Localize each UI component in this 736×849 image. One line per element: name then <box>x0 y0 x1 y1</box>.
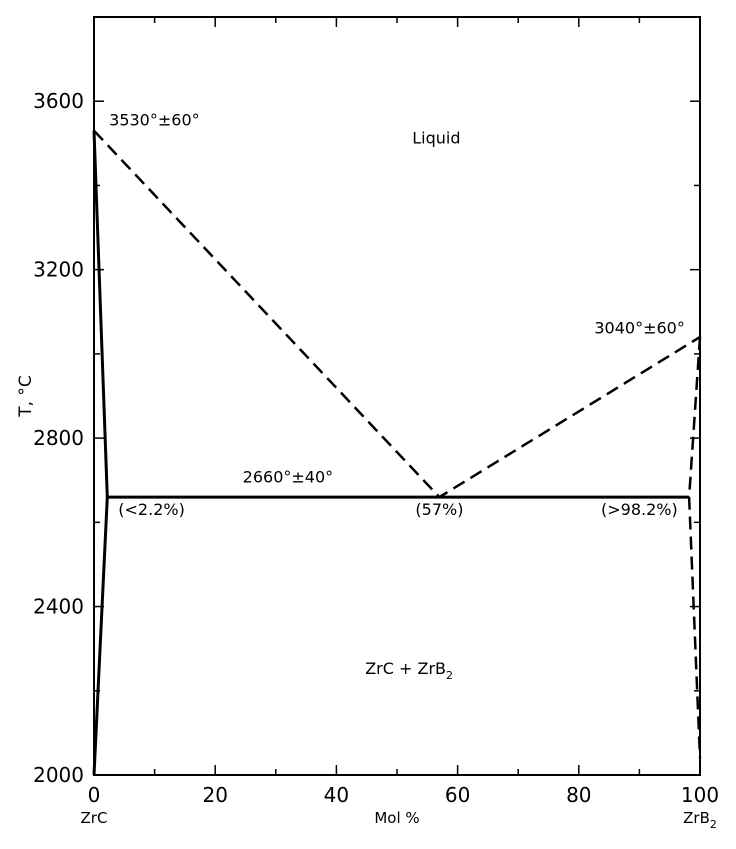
x-end-label-left: ZrC <box>81 809 108 827</box>
x-tick-label: 80 <box>566 783 591 807</box>
annotations: Liquid 3530°±60° 3040°±60° 2660°±40° (<2.2%)… <box>109 111 685 682</box>
x-end-label-right: ZrB2 <box>683 809 717 831</box>
annotation-right-solubility: (>98.2%) <box>601 500 678 519</box>
annotation-two-phase: ZrC + ZrB2 <box>365 659 453 682</box>
y-tick-label: 2400 <box>33 595 84 619</box>
tick-labels: 0 20 40 60 80 100 2000 2400 2800 3200 3600 <box>33 89 719 807</box>
x-tick-label: 100 <box>681 783 719 807</box>
solid-phase-boundary-line <box>92 130 109 776</box>
annotation-left-solubility: (<2.2%) <box>118 500 185 519</box>
x-tick-label: 0 <box>88 783 101 807</box>
x-tick-label: 60 <box>445 783 470 807</box>
series-lines <box>92 129 702 776</box>
liquidus-dashed-line <box>93 129 701 499</box>
annotation-liquid: Liquid <box>412 128 460 147</box>
x-tick-label: 20 <box>202 783 227 807</box>
annotation-zrb2-melt: 3040°±60° <box>594 318 684 337</box>
y-tick-label: 2000 <box>33 763 84 787</box>
y-tick-label: 3200 <box>33 258 84 282</box>
y-tick-label: 2800 <box>33 426 84 450</box>
x-tick-label: 40 <box>324 783 349 807</box>
annotation-eutectic-temp: 2660°±40° <box>243 467 333 486</box>
x-axis-title: Mol % <box>374 809 419 827</box>
liquidus-dashed-line <box>687 336 702 759</box>
annotation-eutectic-comp: (57%) <box>415 500 463 519</box>
annotation-zrc-melt: 3530°±60° <box>109 111 199 130</box>
y-tick-label: 3600 <box>33 89 84 113</box>
y-axis-title: T, °C <box>16 375 36 418</box>
